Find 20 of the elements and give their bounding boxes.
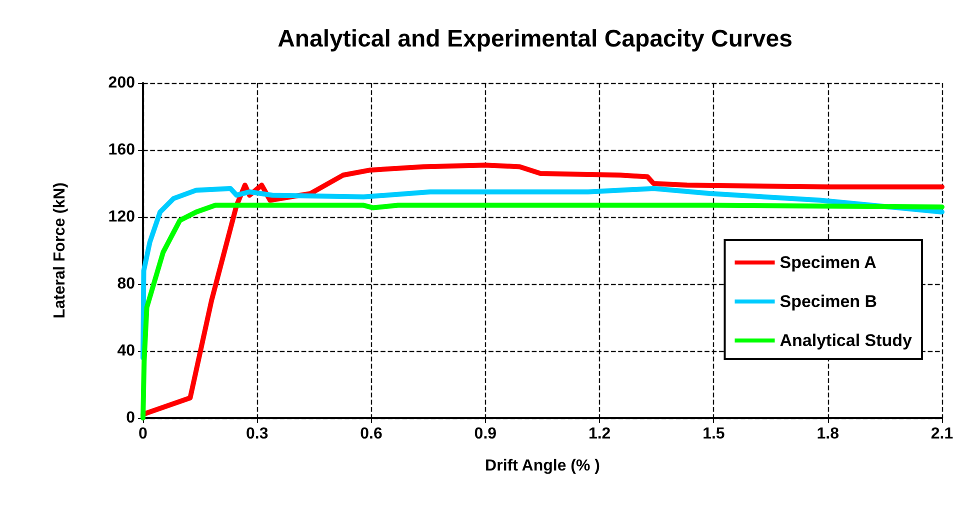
y-tick-label: 0 (126, 410, 136, 426)
x-axis-title: Drift Angle (% ) (485, 458, 600, 474)
x-tick-label: 0 (138, 426, 148, 442)
x-tick-label: 1.5 (702, 426, 725, 442)
y-axis-title: Lateral Force (kN) (52, 182, 68, 319)
legend-label: Analytical Study (780, 331, 913, 350)
y-tick-label: 200 (108, 74, 136, 92)
x-tick-label: 0.6 (360, 426, 383, 442)
y-tick-label: 160 (108, 142, 136, 158)
x-tick-label: 1.2 (588, 426, 611, 442)
y-tick-label: 40 (117, 342, 136, 360)
y-tick-label: 120 (108, 208, 136, 226)
legend-label: Specimen A (780, 253, 876, 272)
x-tick-label: 1.8 (816, 426, 840, 442)
legend-label: Specimen B (780, 292, 878, 311)
x-tick-label: 0.3 (246, 426, 268, 442)
x-tick-label: 0.9 (474, 426, 497, 442)
y-tick-label: 80 (117, 276, 136, 292)
x-tick-label: 2.1 (930, 426, 954, 442)
chart-title: Analytical and Experimental Capacity Curves (278, 26, 792, 52)
